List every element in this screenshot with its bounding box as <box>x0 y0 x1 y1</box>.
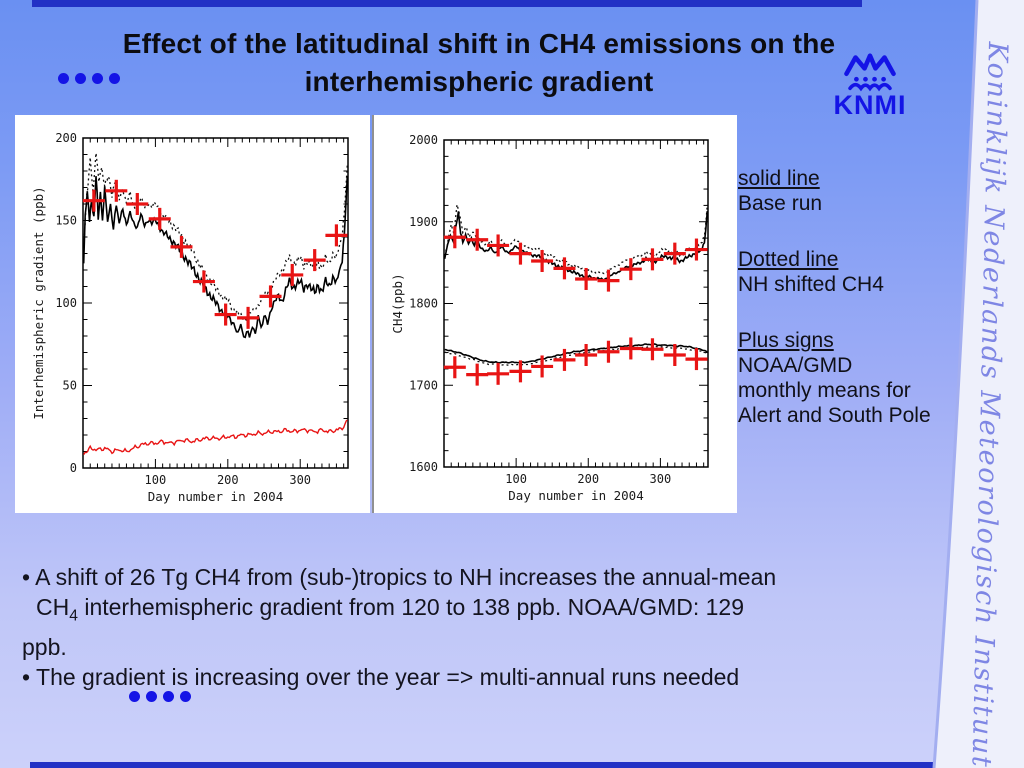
dot-icon <box>109 73 120 84</box>
svg-text:1600: 1600 <box>409 460 438 474</box>
knmi-logo: KNMI <box>828 52 912 120</box>
dot-icon <box>75 73 86 84</box>
legend-group-plus-signs: Plus signs NOAA/GMD monthly means for Al… <box>738 328 968 428</box>
legend-line: NOAA/GMD <box>738 354 853 377</box>
top-accent-bar <box>32 0 862 7</box>
legend-group-solid-line: solid line Base run <box>738 166 968 216</box>
svg-text:Interhemispheric gradient (ppb: Interhemispheric gradient (ppb) <box>31 186 46 419</box>
dot-icon <box>58 73 69 84</box>
svg-text:200: 200 <box>577 472 599 486</box>
svg-text:150: 150 <box>55 214 77 228</box>
dot-icon <box>146 691 157 702</box>
svg-text:Day number in 2004: Day number in 2004 <box>508 488 643 503</box>
dot-icon <box>163 691 174 702</box>
dot-icon <box>129 691 140 702</box>
page-title: Effect of the latitudinal shift in CH4 e… <box>122 28 836 97</box>
svg-text:200: 200 <box>55 131 77 145</box>
knmi-crown-icon <box>844 53 896 92</box>
legend-heading: Plus signs <box>738 329 834 352</box>
svg-text:CH4(ppb): CH4(ppb) <box>390 273 405 333</box>
svg-text:300: 300 <box>289 473 311 487</box>
bullet1-line3: ppb. <box>22 633 67 660</box>
left-chart-panel: 100 200 300 0 50 100 150 200 Day number in 2004 I… <box>15 115 370 513</box>
svg-text:1700: 1700 <box>409 378 438 392</box>
svg-text:100: 100 <box>55 296 77 310</box>
bullet2: • The gradient is increasing over the ye… <box>22 663 740 690</box>
legend-heading: Dotted line <box>738 248 839 271</box>
svg-text:2000: 2000 <box>409 133 438 147</box>
svg-text:300: 300 <box>650 472 672 486</box>
knmi-logo-text: KNMI <box>833 90 907 120</box>
dot-icon <box>92 73 103 84</box>
right-chart-panel: 100 200 300 1600 1700 1800 1900 2000 Day number … <box>372 115 737 513</box>
svg-text:100: 100 <box>505 472 527 486</box>
svg-text:50: 50 <box>63 379 77 393</box>
svg-text:0: 0 <box>70 461 77 475</box>
legend-line: Alert and South Pole <box>738 404 931 427</box>
bullet1-line2: CH4 interhemispheric gradient from 120 t… <box>36 594 744 625</box>
svg-text:Day number in 2004: Day number in 2004 <box>148 489 283 504</box>
legend-line: Base run <box>738 192 823 215</box>
svg-text:1900: 1900 <box>409 215 438 229</box>
chart-legend: solid line Base run Dotted line NH shift… <box>738 166 968 459</box>
right-chart-svg: 100 200 300 1600 1700 1800 1900 2000 Day number … <box>390 133 709 503</box>
left-chart-svg: 100 200 300 0 50 100 150 200 Day number in 2004 I… <box>31 131 349 504</box>
conclusions-text: • A shift of 26 Tg CH4 from (sub-)tropic… <box>22 562 942 692</box>
bullet1-line1: • A shift of 26 Tg CH4 from (sub-)tropic… <box>22 564 777 590</box>
svg-text:1800: 1800 <box>409 297 438 311</box>
blue-dots-bottom <box>129 691 191 702</box>
legend-group-dotted-line: Dotted line NH shifted CH4 <box>738 247 968 297</box>
legend-line: NH shifted CH4 <box>738 273 884 296</box>
dot-icon <box>180 691 191 702</box>
svg-text:100: 100 <box>145 473 167 487</box>
blue-dots-top <box>58 73 120 84</box>
bottom-accent-bar <box>30 762 957 768</box>
vertical-institute-name: Koninklijk Nederlands Meteorologisch Ins… <box>965 41 1013 768</box>
legend-line: monthly means for <box>738 379 911 402</box>
svg-text:200: 200 <box>217 473 239 487</box>
legend-heading: solid line <box>738 167 820 190</box>
